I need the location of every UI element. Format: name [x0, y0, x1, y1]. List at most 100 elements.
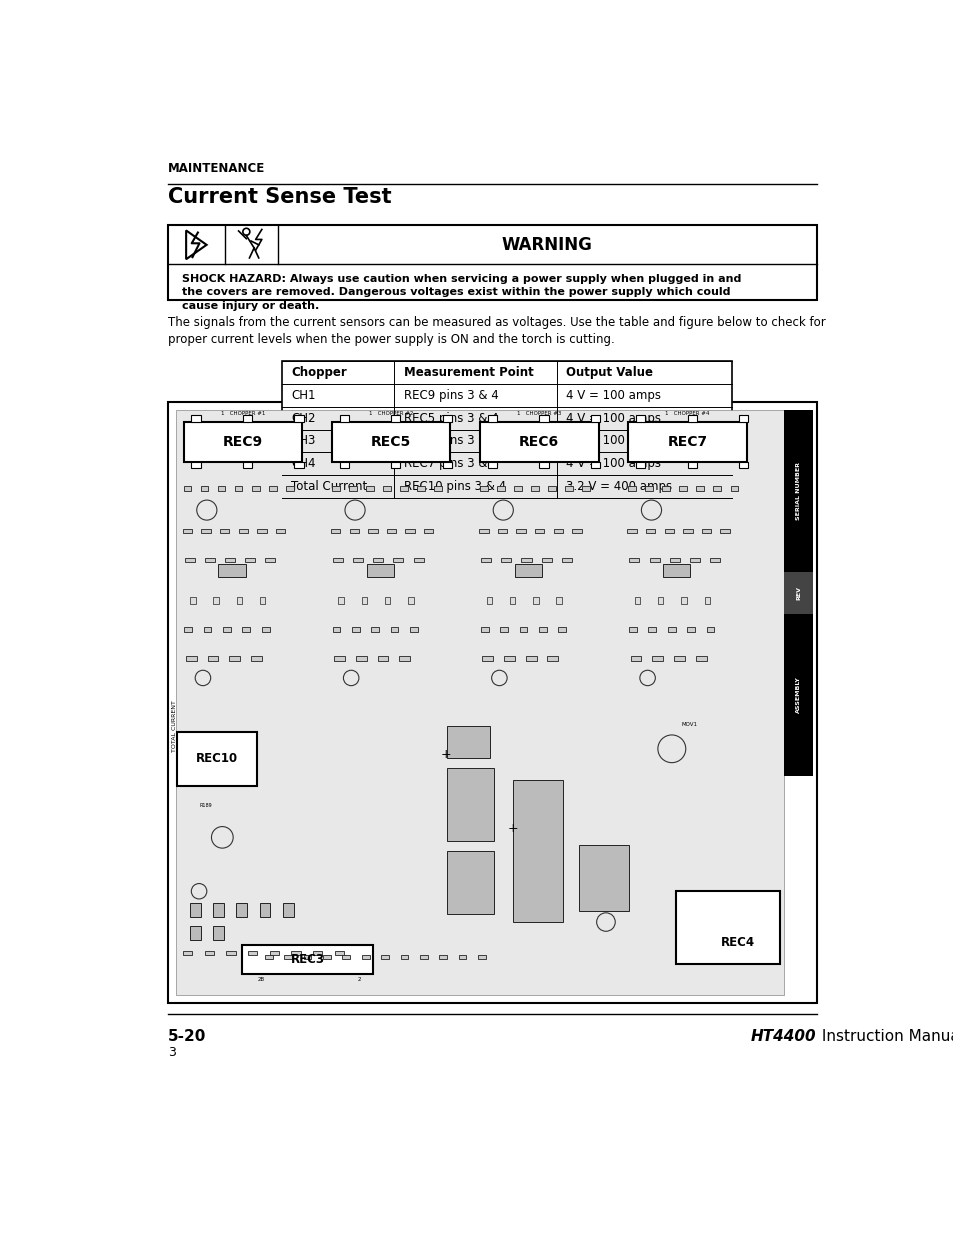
Bar	[349, 529, 358, 534]
Bar	[366, 564, 394, 577]
Text: REV: REV	[795, 585, 801, 600]
Bar	[270, 951, 278, 955]
Bar	[259, 903, 270, 916]
Bar	[248, 951, 257, 955]
Bar	[339, 462, 349, 468]
Bar	[243, 415, 252, 421]
Bar	[413, 558, 423, 562]
Text: MOV1: MOV1	[680, 721, 697, 726]
Text: The signals from the current sensors can be measured as voltages. Use the table : The signals from the current sensors can…	[168, 316, 825, 329]
Bar	[236, 597, 242, 604]
Bar	[538, 415, 548, 421]
Text: R189: R189	[199, 803, 212, 808]
Text: REC7: REC7	[667, 435, 707, 448]
Bar	[333, 627, 340, 631]
Bar	[687, 415, 696, 421]
Text: 4 V = 100 amps: 4 V = 100 amps	[566, 411, 660, 425]
Bar	[265, 955, 273, 958]
Bar	[704, 597, 709, 604]
Bar	[689, 558, 700, 562]
Bar	[183, 487, 192, 490]
Bar	[204, 951, 213, 955]
Bar	[183, 529, 192, 534]
Text: MAINTENANCE: MAINTENANCE	[168, 162, 265, 175]
Bar	[547, 656, 558, 661]
Text: 3.2 V = 400 amps: 3.2 V = 400 amps	[566, 480, 672, 493]
Bar	[645, 529, 655, 534]
Bar	[480, 558, 491, 562]
Bar	[513, 779, 562, 923]
Bar	[447, 726, 489, 758]
Text: 1   CHOPPER #2: 1 CHOPPER #2	[369, 411, 413, 416]
Bar	[658, 597, 662, 604]
Bar	[556, 597, 561, 604]
Bar	[245, 558, 255, 562]
Bar	[334, 656, 345, 661]
Text: REC6: REC6	[518, 435, 558, 448]
Bar	[323, 955, 331, 958]
Text: REC4: REC4	[720, 936, 754, 950]
Bar	[190, 597, 195, 604]
Bar	[294, 462, 303, 468]
Bar	[558, 627, 565, 631]
Bar	[275, 529, 285, 534]
Bar	[366, 487, 374, 490]
Bar	[410, 627, 417, 631]
Text: cause injury or death.: cause injury or death.	[182, 300, 319, 311]
Text: TOTAL CURRENT: TOTAL CURRENT	[172, 700, 176, 752]
Bar	[192, 415, 200, 421]
Bar	[627, 529, 636, 534]
Bar	[218, 564, 245, 577]
Bar	[628, 487, 636, 490]
Text: REC10: REC10	[196, 752, 238, 766]
Bar	[548, 487, 556, 490]
Bar	[251, 656, 261, 661]
Text: REC7 pins 3 & 4: REC7 pins 3 & 4	[403, 457, 497, 471]
Bar	[669, 558, 679, 562]
Text: 1   CHOPPER #1: 1 CHOPPER #1	[220, 411, 265, 416]
Bar	[541, 558, 551, 562]
Bar	[636, 415, 644, 421]
Text: HT4400: HT4400	[750, 1029, 816, 1044]
Bar	[332, 487, 339, 490]
Bar	[332, 421, 450, 462]
Bar	[487, 462, 497, 468]
Bar	[739, 415, 747, 421]
Bar	[538, 462, 548, 468]
Text: 2B: 2B	[257, 977, 264, 982]
Bar	[442, 462, 452, 468]
Bar	[578, 845, 629, 910]
Text: Instruction Manual: Instruction Manual	[816, 1029, 953, 1044]
Text: 1   CHOPPER #4: 1 CHOPPER #4	[664, 411, 709, 416]
Bar	[213, 926, 224, 940]
Bar	[709, 558, 720, 562]
Text: REC9: REC9	[223, 435, 263, 448]
Bar	[331, 529, 340, 534]
Bar	[213, 903, 224, 916]
Bar	[175, 410, 783, 995]
Bar	[208, 656, 218, 661]
Bar	[185, 558, 194, 562]
Bar	[377, 656, 388, 661]
Text: REC3: REC3	[291, 953, 324, 966]
Bar	[200, 487, 208, 490]
Bar	[361, 955, 369, 958]
Text: WARNING: WARNING	[501, 236, 592, 254]
Bar	[241, 945, 373, 973]
Bar	[630, 656, 640, 661]
Bar	[236, 903, 247, 916]
Text: 5-20: 5-20	[168, 1029, 206, 1044]
Bar	[229, 656, 240, 661]
Bar	[480, 627, 488, 631]
Bar	[673, 656, 684, 661]
Text: CH2: CH2	[291, 411, 315, 425]
Bar	[186, 656, 196, 661]
Bar	[519, 627, 527, 631]
Bar	[190, 903, 200, 916]
Bar	[525, 656, 536, 661]
Bar	[373, 558, 383, 562]
Bar	[497, 487, 504, 490]
Bar	[521, 558, 531, 562]
Bar	[257, 529, 266, 534]
Bar	[516, 529, 525, 534]
